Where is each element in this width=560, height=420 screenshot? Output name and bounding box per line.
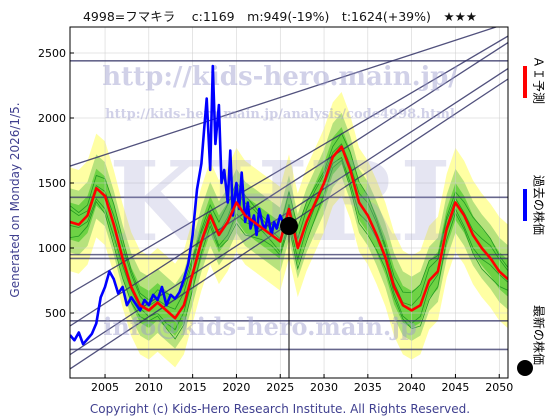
plot-frame <box>69 26 509 379</box>
legend-dot <box>517 360 533 376</box>
trend-line <box>70 35 508 295</box>
legend-swatch <box>523 66 527 98</box>
watermark-url: http://kids-hero.main.jp/ <box>102 62 458 92</box>
x-tick-label: 2005 <box>91 381 119 394</box>
legend-latest-label: 最新の株価 <box>531 304 546 366</box>
plot-area: http://kids-hero.main.jp/http://kids-her… <box>70 27 508 378</box>
x-tick-label: 2025 <box>266 381 294 394</box>
legend-swatch <box>523 189 527 221</box>
watermark-page: http://kids-hero.main.jp/analysis/code49… <box>105 107 455 122</box>
scenario-line <box>70 143 508 310</box>
x-tick-label: 2045 <box>441 381 469 394</box>
watermark-logo: KHRI <box>109 137 451 266</box>
y-tick-label: 2000 <box>38 112 66 125</box>
copyright: Copyright (c) Kids-Hero Research Institu… <box>89 402 471 416</box>
watermark-email: info@kids-hero.main.jp <box>103 312 417 341</box>
y-tick-label: 2500 <box>38 47 66 60</box>
legend-history-label: 過去の株価 <box>531 174 546 236</box>
y-tick-label: 1000 <box>38 242 66 255</box>
current-marker <box>280 217 298 236</box>
forecast-line <box>70 145 508 320</box>
legend-latest: 最新の株価 <box>520 285 558 385</box>
x-tick-label: 2030 <box>310 381 338 394</box>
x-tick-label: 2035 <box>354 381 382 394</box>
generated-date-text: Generated on Monday 2026/1/5. <box>8 102 22 298</box>
y-tick-label: 1500 <box>38 177 66 190</box>
x-tick-label: 2020 <box>222 381 250 394</box>
legend-history: 過去の株価 <box>520 150 558 260</box>
y-tick-label: 500 <box>45 307 66 320</box>
generated-date-label: Generated on Monday 2026/1/5. <box>4 0 26 400</box>
legend-forecast-label: ＡＩ予測 <box>531 55 546 105</box>
trend-line <box>70 27 499 167</box>
scenario-line <box>70 132 508 301</box>
x-tick-label: 2015 <box>179 381 207 394</box>
legend-forecast: ＡＩ予測 <box>520 30 558 130</box>
chart-title: 4998=フマキラ c:1169 m:949(-19%) t:1624(+39%… <box>82 9 477 24</box>
trend-line <box>70 42 508 327</box>
x-tick-label: 2040 <box>398 381 426 394</box>
x-tick-label: 2010 <box>135 381 163 394</box>
x-tick-label: 2050 <box>485 381 513 394</box>
